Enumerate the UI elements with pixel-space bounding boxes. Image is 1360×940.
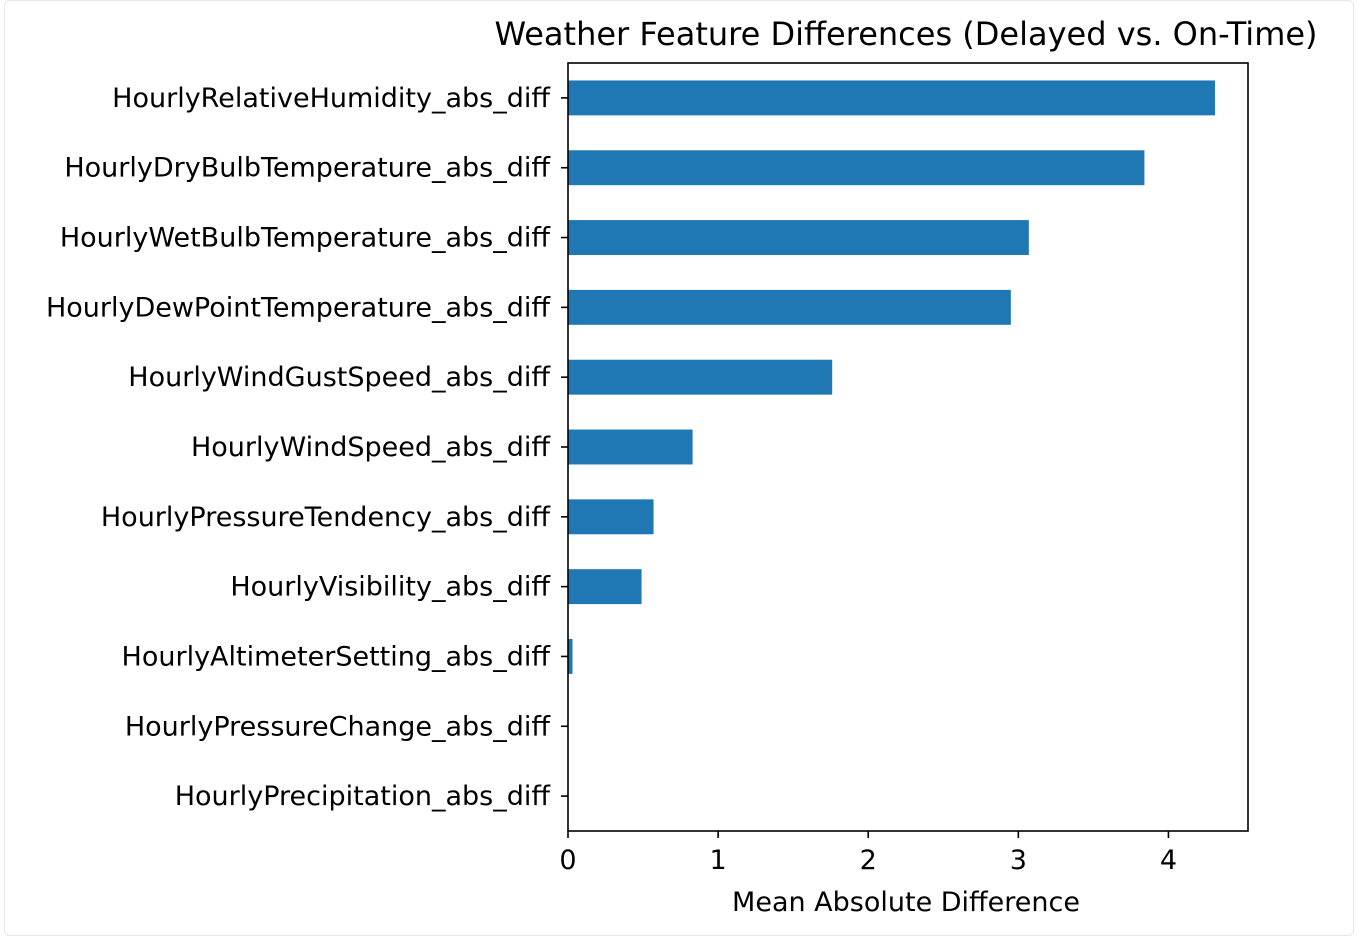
x-tick-label: 3 bbox=[1010, 845, 1027, 876]
plot-area-border bbox=[567, 62, 1249, 832]
y-tick-label: HourlyAltimeterSetting_abs_diff bbox=[122, 641, 552, 672]
bar-HourlyWindGustSpeed_abs_diff bbox=[568, 359, 833, 395]
x-tick-label: 0 bbox=[559, 845, 576, 876]
bar-HourlyDryBulbTemperature_abs_diff bbox=[568, 150, 1145, 186]
y-tick-label: HourlyWindGustSpeed_abs_diff bbox=[128, 362, 551, 393]
y-tick-label: HourlyDewPointTemperature_abs_diff bbox=[46, 292, 551, 323]
x-axis-label: Mean Absolute Difference bbox=[732, 887, 1080, 918]
chart-title: Weather Feature Differences (Delayed vs.… bbox=[494, 15, 1317, 53]
bar-HourlyAltimeterSetting_abs_diff bbox=[568, 639, 573, 674]
y-axis: HourlyRelativeHumidity_abs_diff HourlyDry… bbox=[46, 83, 568, 812]
x-axis: 0 1 2 3 4 bbox=[559, 831, 1177, 876]
x-tick-label: 4 bbox=[1160, 845, 1177, 876]
x-tick-label: 2 bbox=[860, 845, 877, 876]
y-tick-label: HourlyVisibility_abs_diff bbox=[230, 572, 551, 603]
bar-HourlyWetBulbTemperature_abs_diff bbox=[568, 220, 1029, 255]
bars-group bbox=[568, 80, 1215, 674]
x-tick-label: 1 bbox=[710, 845, 727, 876]
y-tick-label: HourlyWindSpeed_abs_diff bbox=[191, 432, 551, 463]
bar-HourlyDewPointTemperature_abs_diff bbox=[568, 289, 1011, 325]
y-tick-label: HourlyWetBulbTemperature_abs_diff bbox=[60, 223, 552, 254]
bar-HourlyWindSpeed_abs_diff bbox=[568, 429, 693, 465]
bar-HourlyVisibility_abs_diff bbox=[568, 569, 642, 605]
y-tick-label: HourlyDryBulbTemperature_abs_diff bbox=[64, 153, 551, 184]
bar-HourlyRelativeHumidity_abs_diff bbox=[568, 80, 1215, 116]
y-tick-label: HourlyPressureTendency_abs_diff bbox=[101, 502, 552, 533]
bar-chart: Weather Feature Differences (Delayed vs.… bbox=[46, 15, 1318, 918]
y-tick-label: HourlyPrecipitation_abs_diff bbox=[175, 781, 552, 812]
chart-frame: Weather Feature Differences (Delayed vs.… bbox=[4, 0, 1354, 936]
y-tick-label: HourlyPressureChange_abs_diff bbox=[125, 711, 552, 742]
y-tick-label: HourlyRelativeHumidity_abs_diff bbox=[112, 83, 551, 114]
bar-HourlyPressureTendency_abs_diff bbox=[568, 499, 654, 535]
